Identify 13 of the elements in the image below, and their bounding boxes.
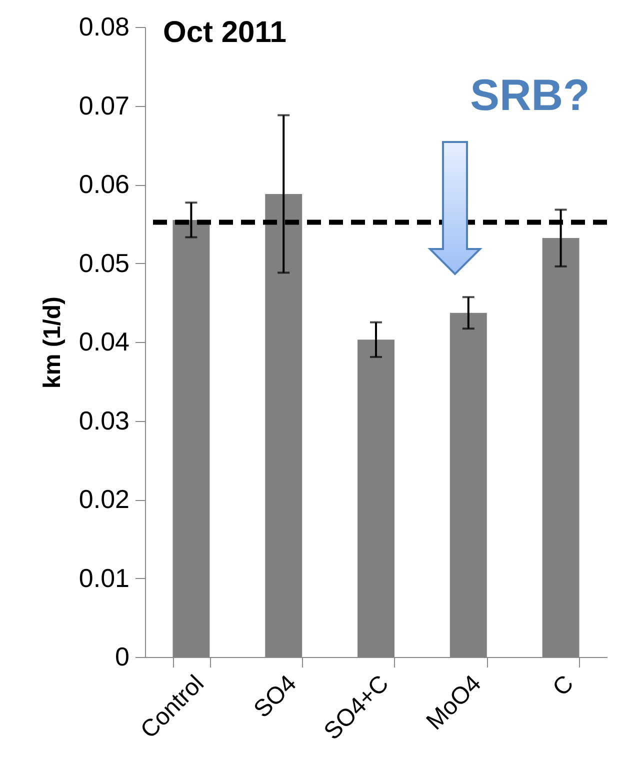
chart-title: Oct 2011 xyxy=(163,16,286,49)
y-axis-title: km (1/d) xyxy=(38,296,66,389)
y-tick-label: 0.01 xyxy=(78,562,130,593)
y-tick-label: 0.08 xyxy=(78,12,130,42)
y-tick-label: 0.07 xyxy=(78,90,130,120)
x-tick-label: C xyxy=(548,670,579,702)
y-tick-label: 0.04 xyxy=(78,326,130,356)
y-tick-label: 0.05 xyxy=(78,248,130,278)
y-tick-label: 0.02 xyxy=(78,484,130,514)
y-tick-label: 0.06 xyxy=(78,169,130,199)
y-tick-label: 0 xyxy=(115,642,130,672)
annotation: SRB? xyxy=(470,71,590,120)
y-tick-label: 0.03 xyxy=(78,405,130,436)
